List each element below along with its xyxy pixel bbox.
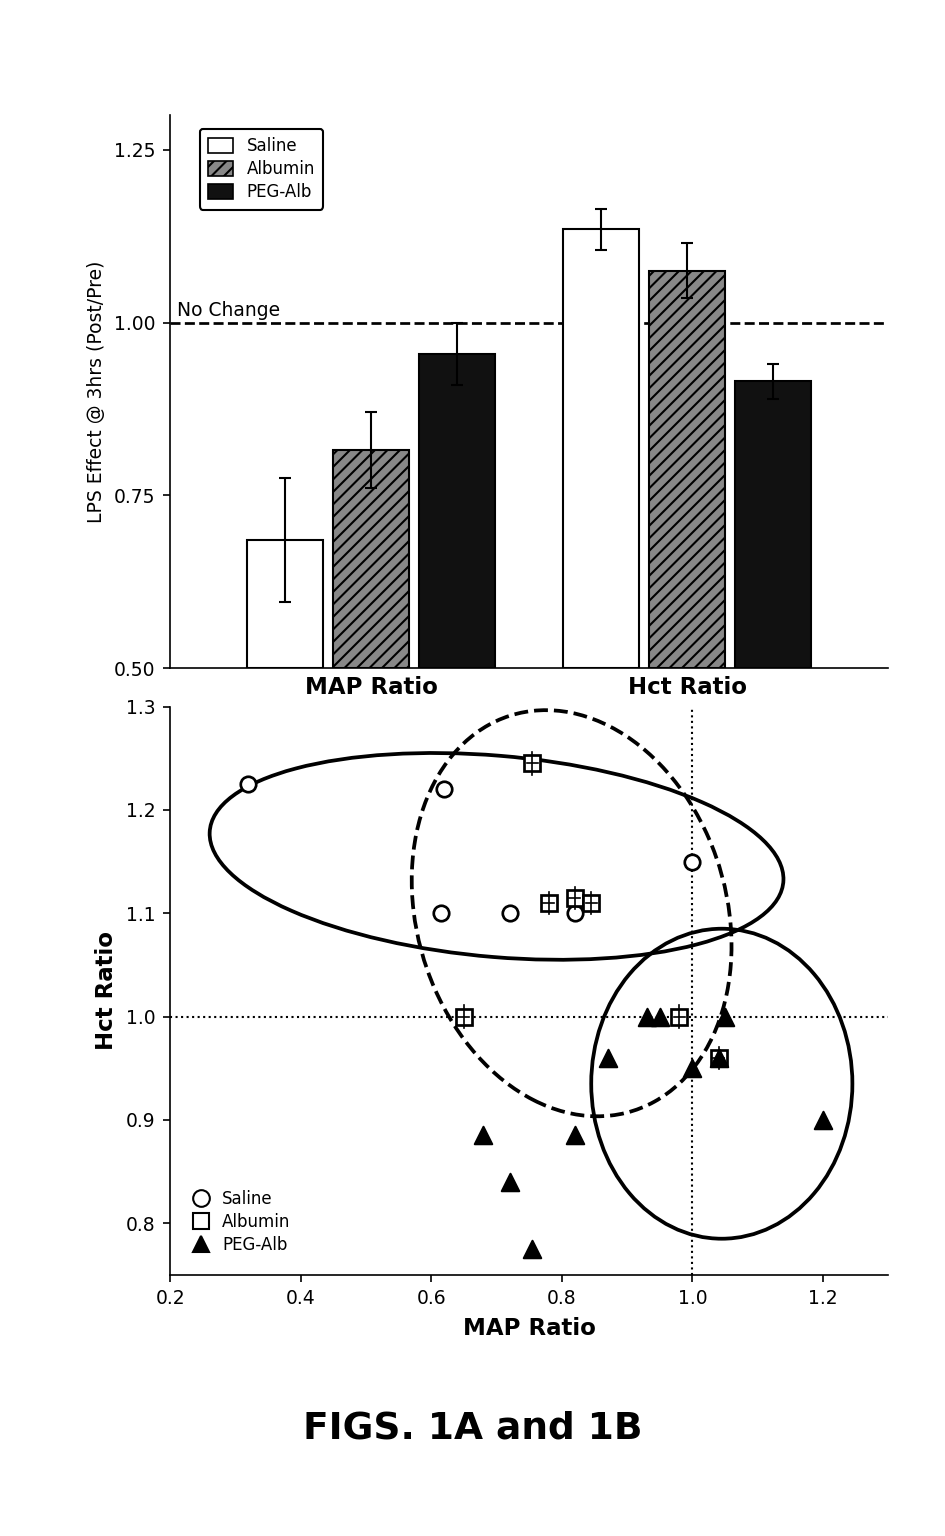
Bar	[735, 381, 812, 668]
Point	[652, 1005, 667, 1029]
Point	[816, 1107, 831, 1132]
Point	[711, 1046, 726, 1071]
Y-axis label: Hct Ratio: Hct Ratio	[94, 931, 117, 1051]
Point	[476, 1123, 491, 1147]
Point	[434, 902, 449, 926]
Point	[437, 777, 452, 802]
Text: FIGS. 1A and 1B: FIGS. 1A and 1B	[302, 1410, 643, 1447]
X-axis label: MAP Ratio: MAP Ratio	[463, 1316, 595, 1339]
Point	[524, 1236, 540, 1261]
Point	[502, 1169, 517, 1193]
Point	[639, 1005, 654, 1029]
Point	[241, 771, 256, 796]
Point	[685, 849, 700, 874]
Point	[502, 902, 517, 926]
Bar	[563, 229, 639, 668]
Bar	[334, 450, 409, 668]
Point	[567, 1123, 582, 1147]
Point	[567, 902, 582, 926]
Legend: Saline, Albumin, PEG-Alb: Saline, Albumin, PEG-Alb	[185, 1184, 298, 1261]
Point	[717, 1005, 732, 1029]
Bar	[649, 270, 725, 668]
Bar	[420, 353, 495, 668]
Bar	[247, 541, 323, 668]
Y-axis label: LPS Effect @ 3hrs (Post/Pre): LPS Effect @ 3hrs (Post/Pre)	[87, 261, 106, 522]
Point	[600, 1046, 615, 1071]
Legend: Saline, Albumin, PEG-Alb: Saline, Albumin, PEG-Alb	[200, 129, 323, 210]
Text: No Change: No Change	[178, 301, 281, 319]
Point	[685, 1055, 700, 1080]
